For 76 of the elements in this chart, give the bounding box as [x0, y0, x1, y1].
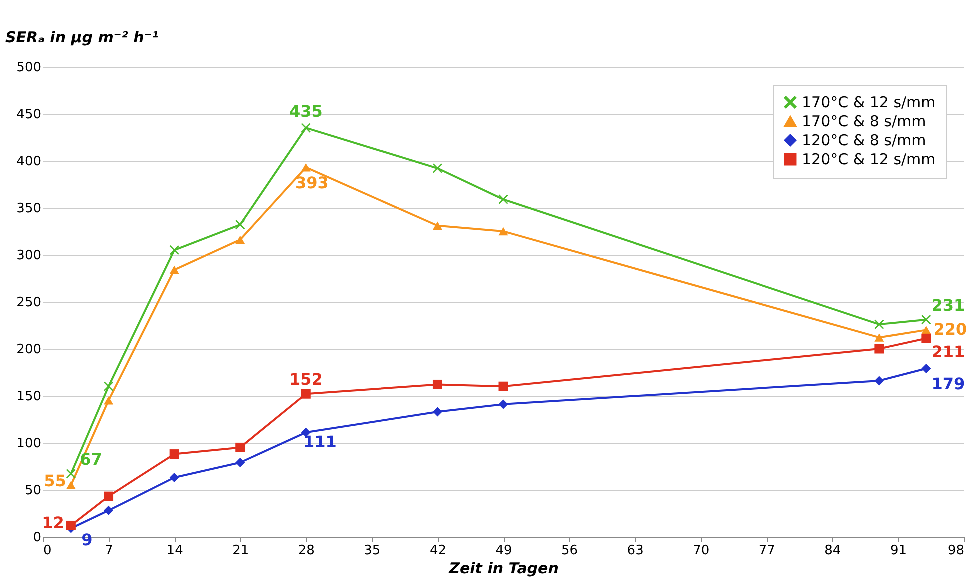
x-axis-title: Zeit in Tagen — [448, 560, 559, 578]
point — [301, 389, 311, 399]
point — [104, 382, 114, 392]
x-tick-label: 28 — [298, 544, 315, 558]
point — [922, 315, 932, 325]
x-tick-label: 70 — [693, 544, 710, 558]
x-tick-label: 77 — [758, 544, 776, 558]
y-tick-label: 50 — [24, 484, 42, 498]
data-label: 55 — [44, 471, 66, 490]
x-tick-label: 21 — [232, 544, 250, 558]
legend-label: 120°C & 12 s/mm — [802, 150, 936, 168]
y-tick-label: 150 — [16, 390, 42, 404]
y-tick-label: 450 — [16, 108, 42, 122]
point — [498, 382, 508, 392]
data-label: 152 — [289, 370, 323, 390]
data-label: 12 — [42, 514, 64, 533]
point — [432, 380, 442, 390]
point — [66, 520, 76, 530]
point — [432, 164, 442, 174]
legend-label: 120°C & 8 s/mm — [802, 132, 926, 150]
y-tick-label: 250 — [16, 296, 42, 310]
y-tick-label: 200 — [16, 342, 42, 358]
data-label: 179 — [932, 374, 966, 394]
point — [236, 442, 246, 452]
point — [236, 458, 246, 468]
point — [170, 266, 180, 274]
data-label: 9 — [82, 530, 93, 550]
point — [874, 376, 884, 386]
point — [498, 227, 508, 236]
point — [301, 123, 311, 133]
point — [922, 326, 932, 334]
data-label: 220 — [934, 320, 968, 340]
x-tick-label: 56 — [562, 544, 578, 558]
data-label: 211 — [932, 342, 966, 362]
data-label: 393 — [295, 174, 329, 193]
y-tick-label: 300 — [16, 248, 42, 264]
point — [301, 163, 311, 172]
x-tick-label: 14 — [166, 544, 184, 558]
data-label: 231 — [932, 296, 966, 315]
point — [922, 364, 932, 374]
point — [104, 492, 114, 502]
legend-label: 170°C & 8 s/mm — [802, 112, 926, 130]
x-tick-label: 84 — [824, 544, 842, 558]
point — [236, 220, 246, 230]
point — [104, 396, 114, 405]
point — [170, 450, 180, 460]
x-tick-label: 0 — [44, 544, 52, 558]
point — [66, 469, 76, 479]
point — [170, 473, 180, 483]
point — [922, 334, 932, 344]
x-tick-label: 35 — [364, 544, 381, 558]
x-tick-label: 7 — [105, 544, 114, 558]
y-tick-label: 0 — [33, 530, 42, 546]
point — [236, 236, 246, 244]
y-tick-label: 500 — [16, 60, 42, 76]
point — [874, 334, 884, 342]
y-tick-label: 350 — [16, 202, 42, 216]
y-axis-title: SERₐ in µg m⁻² h⁻¹ — [6, 28, 159, 46]
point — [874, 320, 884, 330]
point — [498, 400, 508, 410]
point — [874, 344, 884, 354]
point — [104, 506, 114, 516]
point — [432, 222, 442, 230]
legend-label: 170°C & 12 s/mm — [802, 94, 936, 112]
x-tick-label: 42 — [430, 544, 446, 558]
x-tick-label: 91 — [890, 544, 907, 558]
point — [170, 246, 180, 256]
x-tick-label: 98 — [948, 544, 964, 558]
x-tick-label: 63 — [627, 544, 644, 558]
y-tick-label: 400 — [16, 154, 42, 170]
data-label: 435 — [289, 102, 323, 122]
y-tick-label: 100 — [16, 436, 42, 452]
point — [432, 407, 442, 417]
point — [66, 481, 76, 490]
x-tick-label: 49 — [496, 544, 512, 558]
data-label: 111 — [303, 432, 337, 452]
